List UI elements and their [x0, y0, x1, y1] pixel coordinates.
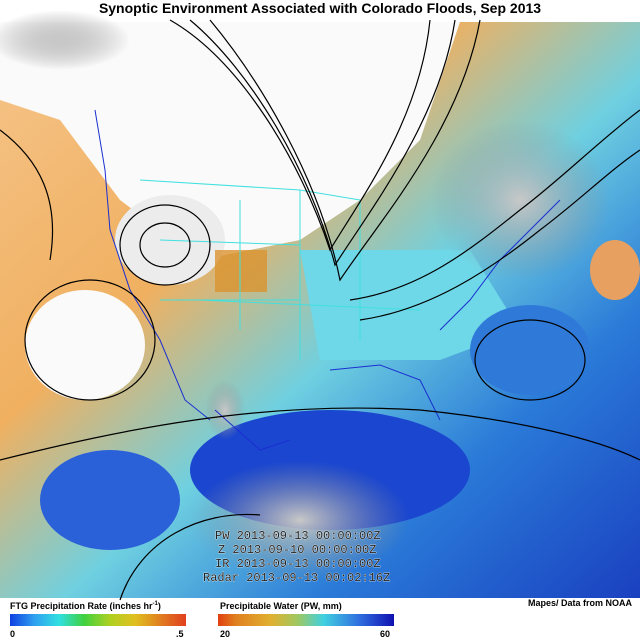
legend-max: .5: [176, 629, 184, 639]
legend-title-end: ): [158, 601, 161, 611]
legend-title-text: FTG Precipitation Rate (inches hr: [10, 601, 153, 611]
legend-title-sup: -1: [153, 601, 159, 607]
legend-max: 60: [380, 629, 390, 639]
color-bar: [218, 614, 394, 626]
timestamp: PW 2013-09-13 00:00:00Z: [215, 529, 381, 543]
timestamp: Radar 2013-09-13 00:02:16Z: [203, 571, 390, 585]
precip-legend: FTG Precipitation Rate (inches hr-1) 0 .…: [10, 601, 186, 639]
map: PW 2013-09-13 00:00:00Z Z 2013-09-10 00:…: [0, 10, 640, 601]
pw-legend: Precipitable Water (PW, mm) 20 60: [218, 601, 394, 639]
legend-min: 20: [220, 629, 230, 639]
timestamps: PW 2013-09-13 00:00:00Z Z 2013-09-10 00:…: [203, 529, 391, 586]
legend-title: FTG Precipitation Rate (inches hr-1): [10, 601, 161, 611]
color-bar: [10, 614, 186, 626]
legend-title: Precipitable Water (PW, mm): [220, 601, 342, 611]
title: Synoptic Environment Associated with Col…: [99, 0, 541, 16]
credit: Mapes/ Data from NOAA: [528, 598, 633, 608]
legend-min: 0: [10, 629, 15, 639]
timestamp: Z 2013-09-10 00:00:00Z: [218, 543, 376, 557]
timestamp: IR 2013-09-13 00:00:00Z: [215, 557, 381, 571]
